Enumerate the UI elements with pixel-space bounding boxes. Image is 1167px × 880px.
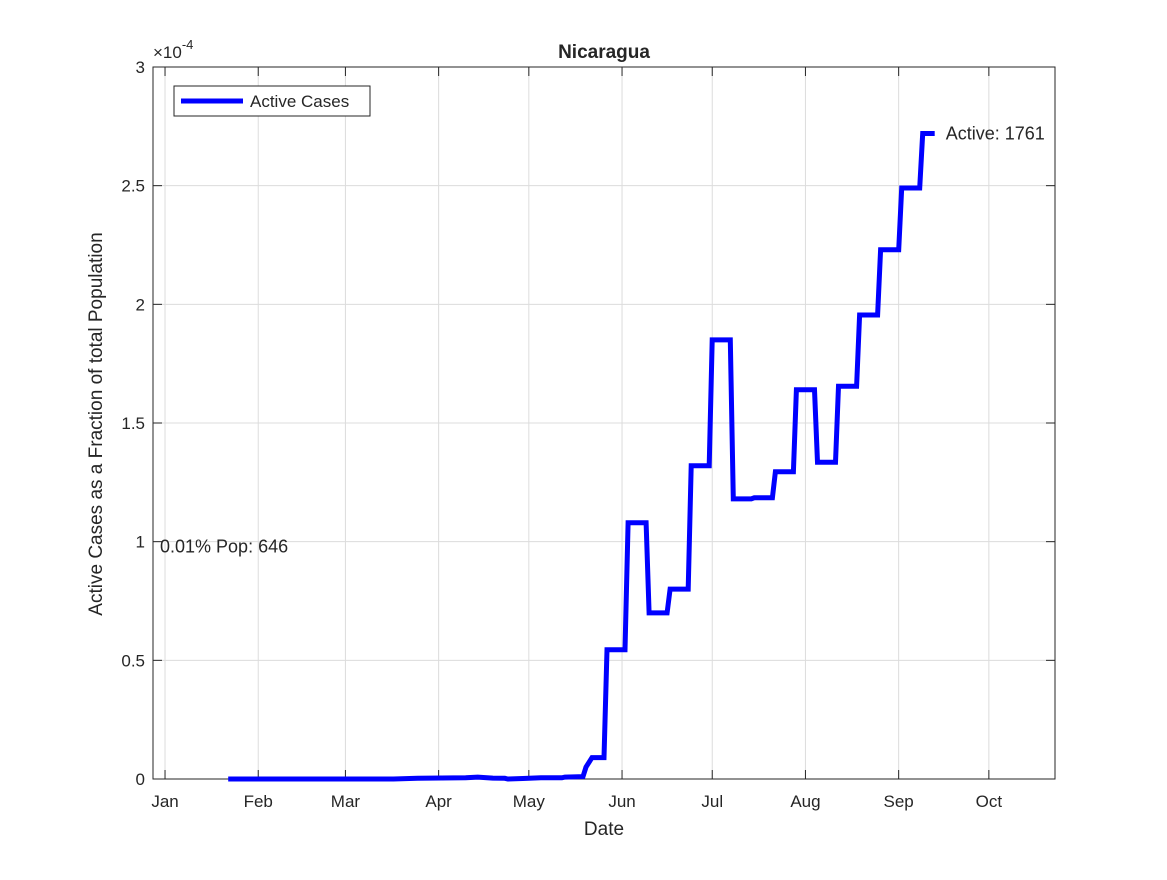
legend: Active Cases xyxy=(173,85,371,117)
x-tick-label: Apr xyxy=(425,792,452,811)
y-tick-label: 1.5 xyxy=(121,414,145,433)
x-axis-label: Date xyxy=(584,819,624,840)
y-exponent-power: -4 xyxy=(182,37,194,52)
x-tick-label: Mar xyxy=(331,792,361,811)
x-tick-label: May xyxy=(513,792,546,811)
y-exponent-base: ×10 xyxy=(153,43,182,62)
active-annotation: Active: 1761 xyxy=(946,124,1045,144)
grid xyxy=(153,67,1055,779)
x-tick-label: Sep xyxy=(884,792,914,811)
x-tick-label: Jan xyxy=(151,792,178,811)
x-tick-label: Jun xyxy=(608,792,635,811)
chart-title: Nicaragua xyxy=(558,42,650,63)
y-tick-label: 3 xyxy=(136,58,145,77)
y-tick-label: 1 xyxy=(136,533,145,552)
axis-ticks: 0 0.5 1 1.5 2 2.5 3 Jan Feb Mar Apr May Jun Jul Aug Sep… xyxy=(121,58,1055,811)
x-tick-label: Jul xyxy=(701,792,723,811)
y-exponent-label: ×10-4 xyxy=(153,37,193,62)
y-axis-label: Active Cases as a Fraction of total Popu… xyxy=(86,232,107,615)
x-tick-label: Aug xyxy=(790,792,820,811)
series-line-active-cases xyxy=(228,131,935,782)
x-tick-label: Oct xyxy=(976,792,1003,811)
y-tick-label: 0.5 xyxy=(121,651,145,670)
y-tick-label: 0 xyxy=(136,770,145,789)
series-layer xyxy=(228,131,935,782)
y-tick-label: 2 xyxy=(136,295,145,314)
legend-label: Active Cases xyxy=(250,92,349,111)
y-tick-label: 2.5 xyxy=(121,177,145,196)
population-threshold-annotation: 0.01% Pop: 646 xyxy=(160,537,288,557)
x-tick-label: Feb xyxy=(244,792,273,811)
